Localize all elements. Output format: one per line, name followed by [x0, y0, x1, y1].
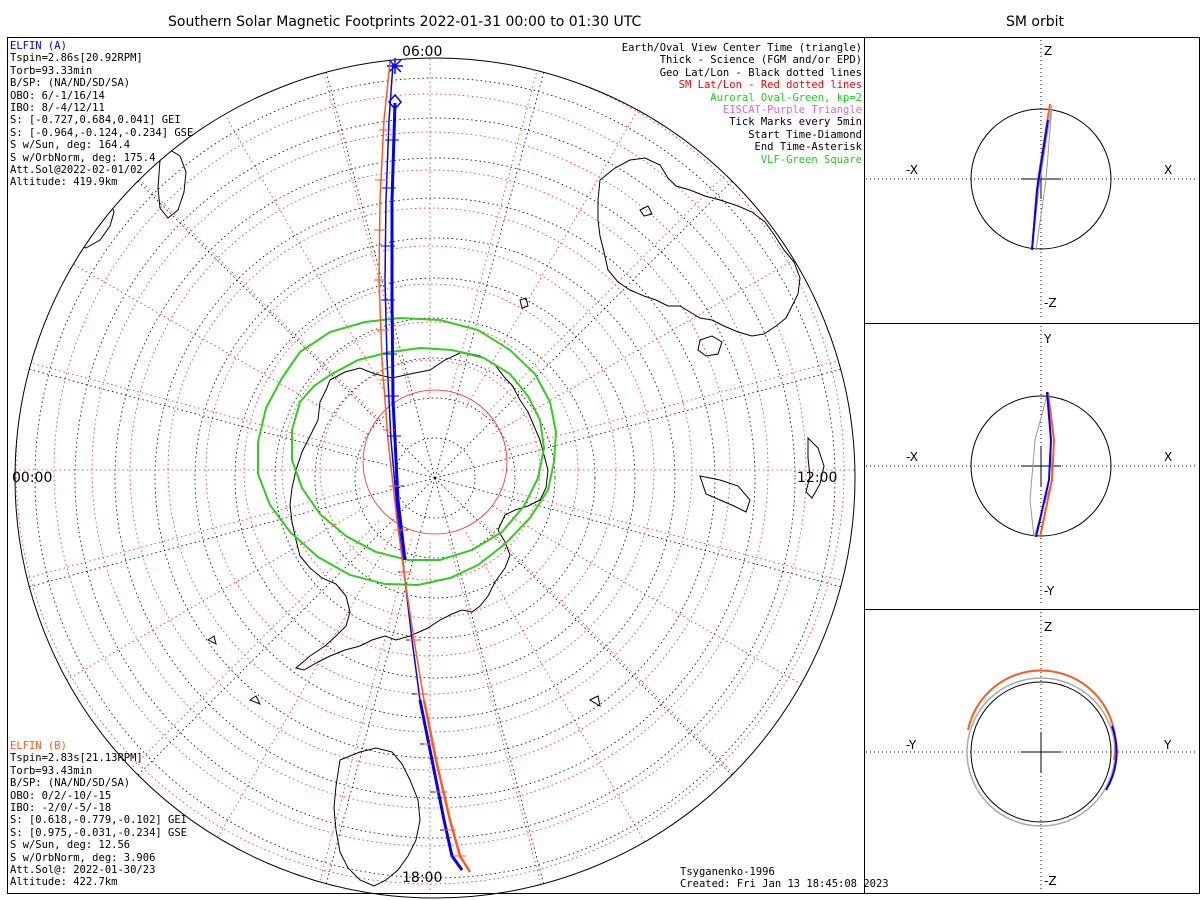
auroral-oval-inner: [291, 346, 546, 561]
p2-bottom: -Y: [1044, 584, 1055, 598]
small-islands: [207, 205, 653, 708]
tasmania-coast: [697, 335, 723, 357]
hour-label-bottom: 18:00: [402, 870, 443, 886]
hour-label-right: 12:00: [797, 470, 838, 486]
new-zealand-coast: [699, 436, 825, 513]
elfin-b-info: ELFIN (B) Tspin=2.83s[21.13RPM] Torb=93.4…: [10, 740, 187, 889]
p2-left: -X: [906, 450, 918, 464]
legend: Earth/Oval View Center Time (triangle) Th…: [622, 42, 862, 166]
elfin-b-line: B/SP: (NA/ND/SD/SA): [10, 777, 131, 790]
elfin-a-line: Tspin=2.86s[20.92RPM]: [10, 52, 143, 65]
south-america-coast: [333, 747, 421, 887]
elfin-a-line: IBO: 8/-4/12/11: [10, 102, 105, 115]
elfin-a-line: Att.Sol@2022-02-01/02: [10, 164, 143, 177]
antarctica-coast: [289, 351, 549, 671]
elfin-b-line: S w/Sun, deg: 12.56: [10, 839, 131, 852]
elfin-b-line: IBO: -2/0/-5/-18: [10, 802, 112, 815]
p2-right: X: [1164, 450, 1173, 464]
orbit-xz: [866, 40, 1198, 320]
p1-right: X: [1164, 163, 1173, 177]
page-title: Southern Solar Magnetic Footprints 2022-…: [168, 14, 642, 30]
p3-top: Z: [1044, 620, 1053, 634]
map-boundary-circle: [14, 57, 856, 899]
elfin-b-footprint: [378, 61, 472, 873]
elfin-a-info: ELFIN (A) Tspin=2.86s[20.92RPM] Torb=93.3…: [10, 40, 193, 189]
legend-item: Earth/Oval View Center Time (triangle): [621, 42, 862, 54]
sm-grid: [15, 58, 855, 898]
orbit-panel-1: [864, 37, 1200, 324]
elfin-b-line: OBO: 0/2/-10/-15: [10, 789, 112, 802]
sm-pole-circle: [362, 389, 508, 535]
elfin-a-line: S w/OrbNorm, deg: 175.4: [10, 151, 156, 164]
elfin-a-start-diamond: [388, 93, 402, 111]
legend-item: EISCAT-Purple Triangle: [722, 104, 862, 117]
auroral-oval-outer: [257, 316, 558, 587]
elfin-a-line: S: [-0.964,-0.124,-0.234] GSE: [10, 126, 194, 139]
elfin-b-line: Att.Sol@: 2022-01-30/23: [10, 864, 156, 877]
p3-right: Y: [1164, 738, 1172, 752]
orbit-xy: [866, 326, 1198, 606]
elfin-b-line: Tspin=2.83s[21.13RPM]: [10, 752, 143, 765]
geo-grid: [19, 62, 851, 894]
auroral-oval: [257, 316, 558, 587]
legend-item: End Time-Asterisk: [754, 141, 862, 154]
legend-item: Thick - Science (FGM and/or EPD): [659, 54, 862, 67]
elfin-b-line: S: [0.975,-0.031,-0.234] GSE: [10, 826, 188, 839]
orbit-yz: [866, 612, 1198, 892]
p1-bottom: -Z: [1044, 296, 1057, 310]
hour-label-left: 00:00: [12, 470, 53, 486]
elfin-a-line: OBO: 6/-1/16/14: [10, 89, 105, 102]
legend-item: Start Time-Diamond: [748, 128, 862, 141]
elfin-a-line: Torb=93.33min: [10, 64, 93, 77]
elfin-b-name: ELFIN (B): [10, 740, 67, 752]
p1-top: Z: [1044, 44, 1053, 58]
elfin-a-footprint: [384, 58, 464, 871]
elfin-b-line: S w/OrbNorm, deg: 3.906: [10, 851, 156, 864]
elfin-a-line: S w/Sun, deg: 164.4: [10, 139, 131, 152]
elfin-b-line: Torb=93.43min: [10, 764, 93, 777]
elfin-a-line: S: [-0.727,0.684,0.041] GEI: [10, 114, 181, 127]
p2-top: Y: [1044, 332, 1052, 346]
credit-text: Tsyganenko-1996: [680, 866, 775, 878]
elfin-a-line: B/SP: (NA/ND/SD/SA): [10, 77, 131, 90]
legend-item: VLF-Green Square: [760, 153, 862, 166]
orbit-title: SM orbit: [1006, 14, 1065, 30]
madagascar-coast: [157, 149, 187, 219]
elfin-b-line: Altitude: 422.7km: [10, 876, 118, 889]
created-text: Created: Fri Jan 13 18:45:08 2023: [680, 878, 889, 890]
legend-item: SM Lat/Lon - Red dotted lines: [678, 79, 862, 92]
p1-left: -X: [906, 163, 918, 177]
australia-coast: [597, 157, 801, 337]
legend-item: Geo Lat/Lon - Black dotted lines: [659, 66, 862, 79]
tick-marks: [374, 129, 466, 857]
p3-bottom: -Z: [1044, 874, 1057, 888]
elfin-a-line: Altitude: 419.9km: [10, 176, 118, 189]
p3-left: -Y: [906, 738, 917, 752]
elfin-a-name: ELFIN (A): [10, 40, 67, 52]
elfin-a-end-asterisk: [387, 58, 403, 74]
legend-item: Tick Marks every 5min: [729, 116, 862, 129]
elfin-b-line: S: [0.618,-0.779,-0.102] GEI: [10, 814, 188, 827]
hour-label-top: 06:00: [402, 44, 443, 60]
legend-item: Auroral Oval-Green, kp=2: [710, 91, 862, 104]
